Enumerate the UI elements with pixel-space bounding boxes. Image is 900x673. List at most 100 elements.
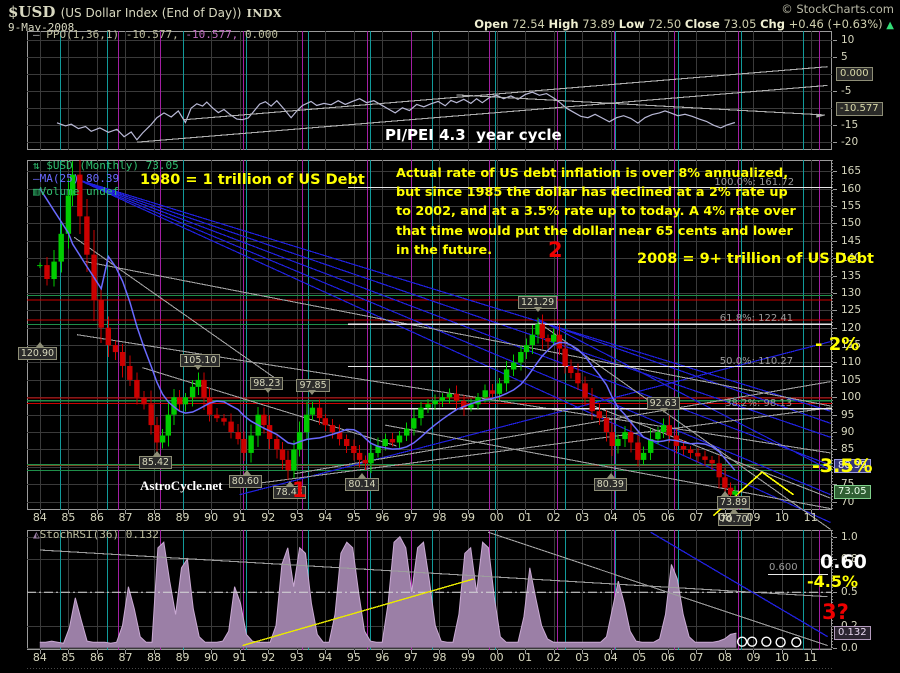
x-axis-baseline-dot <box>519 668 520 669</box>
x-axis-tick-label: 92 <box>261 511 276 524</box>
x-axis-baseline-dot <box>255 668 256 669</box>
x-axis-baseline-dot <box>543 668 544 669</box>
x-axis-baseline-dot <box>372 668 373 669</box>
price-axis-spine-dot <box>832 292 833 293</box>
x-axis-baseline-dot <box>525 668 526 669</box>
candle-body <box>165 414 171 436</box>
x-axis-baseline-dot <box>216 668 217 669</box>
stochrsi-grey-trendline-a <box>487 531 828 647</box>
price-y-tickmark <box>833 362 837 364</box>
price-axis-spine-dot <box>832 259 833 260</box>
candle-body <box>375 446 381 453</box>
price-axis-spine-dot <box>832 385 833 386</box>
candle-body <box>404 428 410 436</box>
stochrsi-legend: ◭StochRSI(36) 0.132 <box>33 528 159 541</box>
annotation-astrocycle-watermark: AstroCycle.net <box>140 478 223 493</box>
x-axis-baseline-dot <box>459 668 460 669</box>
x-axis-baseline-dot <box>324 668 325 669</box>
x-axis-tickmark <box>268 650 269 654</box>
x-axis-baseline-dot <box>687 668 688 669</box>
open-value: 72.54 <box>511 17 545 31</box>
price-axis-spine-dot <box>832 415 833 416</box>
x-axis-baseline-dot <box>489 668 490 669</box>
chg-value: +0.46 (+0.63%) <box>788 17 883 31</box>
x-axis-tick-label: 07 <box>689 511 704 524</box>
price-axis-spine-dot <box>832 382 833 383</box>
stockcharts-watermark: © StockCharts.com <box>781 2 894 16</box>
candle-body <box>666 425 672 436</box>
x-axis-tick-label: 94 <box>318 651 333 664</box>
candle-body <box>648 439 654 453</box>
low-value: 72.50 <box>648 17 682 31</box>
price-y-tick-label: 90 <box>841 426 855 439</box>
price-axis-spine-dot <box>832 427 833 428</box>
price-axis-spine-dot <box>832 358 833 359</box>
chart-exchange: INDX <box>246 7 282 20</box>
x-axis-tick-label: 09 <box>746 651 761 664</box>
ppo-channel-upper <box>183 66 828 121</box>
price-y-tick-label: 155 <box>841 199 862 212</box>
x-axis-tickmark <box>468 650 469 654</box>
x-axis-baseline-dot <box>66 668 67 669</box>
stochrsi-axis-spine-dot <box>832 545 833 546</box>
price-axis-spine-dot <box>832 397 833 398</box>
x-axis-baseline-dot <box>231 668 232 669</box>
price-axis-spine-dot <box>832 244 833 245</box>
grey-trendline-3 <box>293 381 831 475</box>
price-y-tickmark <box>833 484 837 486</box>
stochrsi-axis-spine-dot <box>832 611 833 612</box>
x-axis-baseline-dot <box>477 668 478 669</box>
candle-body <box>37 265 43 267</box>
price-axis-spine-dot <box>832 463 833 464</box>
x-axis-baseline-dot <box>567 668 568 669</box>
x-axis-tick-label: 88 <box>147 511 162 524</box>
price-legend-ma: MA(25) 80.39 <box>39 172 120 185</box>
candle-body <box>51 261 57 279</box>
price-axis-spine-dot <box>832 316 833 317</box>
stochrsi-y-tickmark <box>833 647 837 649</box>
price-y-tickmark <box>833 397 837 399</box>
x-axis-baseline-dot <box>78 668 79 669</box>
candle-body <box>425 404 431 408</box>
x-axis-tickmark <box>725 510 726 514</box>
x-axis-tick-label: 85 <box>61 651 76 664</box>
stochrsi-axis-spine-dot <box>832 593 833 594</box>
x-axis-baseline-dot <box>681 668 682 669</box>
chart-name: (US Dollar Index (End of Day)) <box>60 6 242 20</box>
price-axis-spine-dot <box>832 346 833 347</box>
x-axis-baseline-dot <box>444 668 445 669</box>
stochrsi-projection-circle-3 <box>761 636 772 647</box>
stochrsi-y-tickmark <box>833 625 837 627</box>
x-axis-baseline-dot <box>780 668 781 669</box>
stochrsi-area-fill <box>39 536 737 648</box>
x-axis-tickmark <box>639 510 640 514</box>
candle-body <box>119 352 126 366</box>
x-axis-baseline-dot <box>627 668 628 669</box>
x-axis-baseline-dot <box>582 668 583 669</box>
candle-body <box>489 390 495 394</box>
x-axis-tick-label: 86 <box>89 651 104 664</box>
annotation-rate-35pct: -3.5% <box>812 455 873 477</box>
x-axis-baseline-dot <box>792 668 793 669</box>
price-axis-spine-dot <box>832 310 833 311</box>
x-axis-baseline-dot <box>414 668 415 669</box>
x-axis-baseline-dot <box>123 668 124 669</box>
x-axis-baseline-dot <box>189 668 190 669</box>
x-axis-baseline-dot <box>804 668 805 669</box>
price-y-tickmark <box>833 432 837 434</box>
price-y-tickmark <box>833 292 837 294</box>
candle-body <box>336 432 343 440</box>
stochrsi-axis-spine-dot <box>832 563 833 564</box>
fib-level-label: 38.2%: 98.13 <box>725 397 793 409</box>
x-axis-baseline-dot <box>207 668 208 669</box>
price-axis-spine-dot <box>832 193 833 194</box>
candle-body <box>496 383 503 394</box>
candle-body <box>545 338 551 342</box>
x-axis-baseline-dot <box>165 668 166 669</box>
x-axis-tick-label: 00 <box>489 651 504 664</box>
price-axis-spine-dot <box>832 331 833 332</box>
stochrsi-axis-spine-dot <box>832 626 833 627</box>
x-axis-baseline-dot <box>276 668 277 669</box>
price-axis-spine-dot <box>832 367 833 368</box>
x-axis-baseline-dot <box>810 668 811 669</box>
